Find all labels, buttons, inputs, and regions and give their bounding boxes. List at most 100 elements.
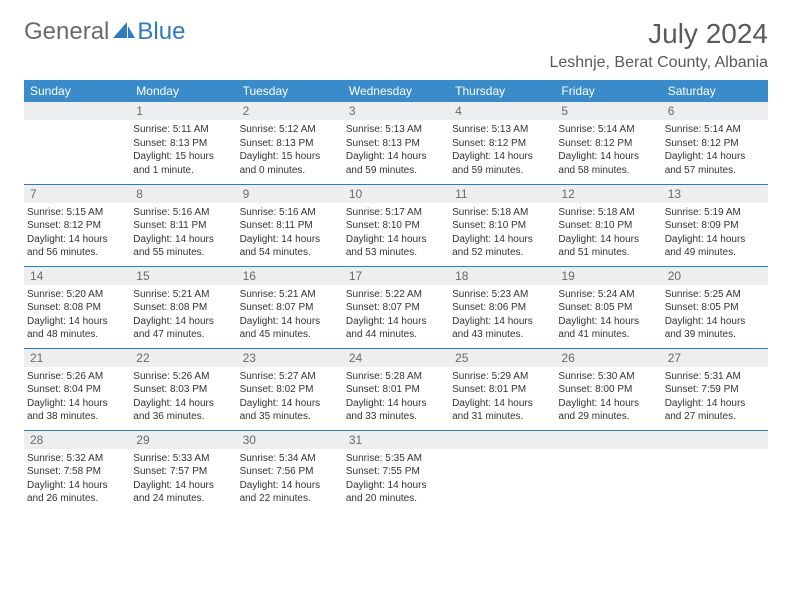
calendar-cell: 28Sunrise: 5:32 AMSunset: 7:58 PMDayligh… bbox=[24, 430, 130, 512]
calendar-cell: 26Sunrise: 5:30 AMSunset: 8:00 PMDayligh… bbox=[555, 348, 661, 430]
sunset-text: Sunset: 8:10 PM bbox=[346, 219, 445, 233]
sunrise-text: Sunrise: 5:33 AM bbox=[133, 452, 232, 466]
sunset-text: Sunset: 7:59 PM bbox=[665, 383, 764, 397]
header: General Blue July 2024 Leshnje, Berat Co… bbox=[24, 18, 768, 72]
daylight-text: Daylight: 14 hours and 39 minutes. bbox=[665, 315, 764, 342]
day-number: 13 bbox=[662, 185, 768, 203]
sunrise-text: Sunrise: 5:21 AM bbox=[240, 288, 339, 302]
calendar-cell: 31Sunrise: 5:35 AMSunset: 7:55 PMDayligh… bbox=[343, 430, 449, 512]
day-details: Sunrise: 5:23 AMSunset: 8:06 PMDaylight:… bbox=[449, 285, 555, 345]
day-details: Sunrise: 5:34 AMSunset: 7:56 PMDaylight:… bbox=[237, 449, 343, 509]
day-number: 30 bbox=[237, 431, 343, 449]
title-block: July 2024 Leshnje, Berat County, Albania bbox=[549, 18, 768, 72]
calendar-table: Sunday Monday Tuesday Wednesday Thursday… bbox=[24, 80, 768, 512]
calendar-row: 14Sunrise: 5:20 AMSunset: 8:08 PMDayligh… bbox=[24, 266, 768, 348]
day-number: 12 bbox=[555, 185, 661, 203]
sunset-text: Sunset: 7:57 PM bbox=[133, 465, 232, 479]
sunset-text: Sunset: 8:03 PM bbox=[133, 383, 232, 397]
day-details: Sunrise: 5:19 AMSunset: 8:09 PMDaylight:… bbox=[662, 203, 768, 263]
calendar-cell: 12Sunrise: 5:18 AMSunset: 8:10 PMDayligh… bbox=[555, 184, 661, 266]
day-number: 31 bbox=[343, 431, 449, 449]
day-details: Sunrise: 5:28 AMSunset: 8:01 PMDaylight:… bbox=[343, 367, 449, 427]
day-details: Sunrise: 5:14 AMSunset: 8:12 PMDaylight:… bbox=[662, 120, 768, 180]
sunrise-text: Sunrise: 5:26 AM bbox=[133, 370, 232, 384]
sunrise-text: Sunrise: 5:16 AM bbox=[133, 206, 232, 220]
day-details: Sunrise: 5:17 AMSunset: 8:10 PMDaylight:… bbox=[343, 203, 449, 263]
calendar-cell: 16Sunrise: 5:21 AMSunset: 8:07 PMDayligh… bbox=[237, 266, 343, 348]
sunrise-text: Sunrise: 5:14 AM bbox=[665, 123, 764, 137]
sunset-text: Sunset: 8:12 PM bbox=[665, 137, 764, 151]
day-number: 7 bbox=[24, 185, 130, 203]
calendar-cell: 25Sunrise: 5:29 AMSunset: 8:01 PMDayligh… bbox=[449, 348, 555, 430]
day-number: 21 bbox=[24, 349, 130, 367]
daylight-text: Daylight: 14 hours and 35 minutes. bbox=[240, 397, 339, 424]
sunset-text: Sunset: 8:04 PM bbox=[27, 383, 126, 397]
sunrise-text: Sunrise: 5:15 AM bbox=[27, 206, 126, 220]
day-details: Sunrise: 5:31 AMSunset: 7:59 PMDaylight:… bbox=[662, 367, 768, 427]
calendar-cell bbox=[555, 430, 661, 512]
daylight-text: Daylight: 14 hours and 36 minutes. bbox=[133, 397, 232, 424]
day-number-empty bbox=[662, 431, 768, 449]
day-details: Sunrise: 5:15 AMSunset: 8:12 PMDaylight:… bbox=[24, 203, 130, 263]
sunset-text: Sunset: 8:12 PM bbox=[558, 137, 657, 151]
calendar-cell: 10Sunrise: 5:17 AMSunset: 8:10 PMDayligh… bbox=[343, 184, 449, 266]
daylight-text: Daylight: 14 hours and 55 minutes. bbox=[133, 233, 232, 260]
daylight-text: Daylight: 14 hours and 38 minutes. bbox=[27, 397, 126, 424]
sunrise-text: Sunrise: 5:28 AM bbox=[346, 370, 445, 384]
day-details: Sunrise: 5:11 AMSunset: 8:13 PMDaylight:… bbox=[130, 120, 236, 180]
calendar-cell: 15Sunrise: 5:21 AMSunset: 8:08 PMDayligh… bbox=[130, 266, 236, 348]
day-details: Sunrise: 5:13 AMSunset: 8:12 PMDaylight:… bbox=[449, 120, 555, 180]
calendar-cell: 11Sunrise: 5:18 AMSunset: 8:10 PMDayligh… bbox=[449, 184, 555, 266]
day-details: Sunrise: 5:20 AMSunset: 8:08 PMDaylight:… bbox=[24, 285, 130, 345]
day-number: 2 bbox=[237, 102, 343, 120]
calendar-cell: 24Sunrise: 5:28 AMSunset: 8:01 PMDayligh… bbox=[343, 348, 449, 430]
day-details: Sunrise: 5:24 AMSunset: 8:05 PMDaylight:… bbox=[555, 285, 661, 345]
day-number: 26 bbox=[555, 349, 661, 367]
calendar-cell: 14Sunrise: 5:20 AMSunset: 8:08 PMDayligh… bbox=[24, 266, 130, 348]
sunrise-text: Sunrise: 5:11 AM bbox=[133, 123, 232, 137]
calendar-cell: 18Sunrise: 5:23 AMSunset: 8:06 PMDayligh… bbox=[449, 266, 555, 348]
sunrise-text: Sunrise: 5:22 AM bbox=[346, 288, 445, 302]
daylight-text: Daylight: 14 hours and 31 minutes. bbox=[452, 397, 551, 424]
day-details: Sunrise: 5:18 AMSunset: 8:10 PMDaylight:… bbox=[555, 203, 661, 263]
day-number-empty bbox=[24, 102, 130, 120]
sunset-text: Sunset: 8:13 PM bbox=[346, 137, 445, 151]
sunset-text: Sunset: 8:02 PM bbox=[240, 383, 339, 397]
sunrise-text: Sunrise: 5:27 AM bbox=[240, 370, 339, 384]
sunset-text: Sunset: 8:13 PM bbox=[240, 137, 339, 151]
sunset-text: Sunset: 8:12 PM bbox=[452, 137, 551, 151]
calendar-cell: 30Sunrise: 5:34 AMSunset: 7:56 PMDayligh… bbox=[237, 430, 343, 512]
calendar-cell: 3Sunrise: 5:13 AMSunset: 8:13 PMDaylight… bbox=[343, 102, 449, 184]
day-number: 16 bbox=[237, 267, 343, 285]
daylight-text: Daylight: 14 hours and 48 minutes. bbox=[27, 315, 126, 342]
day-details: Sunrise: 5:12 AMSunset: 8:13 PMDaylight:… bbox=[237, 120, 343, 180]
day-number: 20 bbox=[662, 267, 768, 285]
calendar-row: 28Sunrise: 5:32 AMSunset: 7:58 PMDayligh… bbox=[24, 430, 768, 512]
calendar-cell: 13Sunrise: 5:19 AMSunset: 8:09 PMDayligh… bbox=[662, 184, 768, 266]
day-number: 27 bbox=[662, 349, 768, 367]
day-details: Sunrise: 5:16 AMSunset: 8:11 PMDaylight:… bbox=[130, 203, 236, 263]
daylight-text: Daylight: 14 hours and 52 minutes. bbox=[452, 233, 551, 260]
sunset-text: Sunset: 8:05 PM bbox=[665, 301, 764, 315]
sunset-text: Sunset: 7:55 PM bbox=[346, 465, 445, 479]
day-header: Saturday bbox=[662, 80, 768, 102]
sunrise-text: Sunrise: 5:34 AM bbox=[240, 452, 339, 466]
sunset-text: Sunset: 8:07 PM bbox=[240, 301, 339, 315]
sunset-text: Sunset: 8:07 PM bbox=[346, 301, 445, 315]
calendar-cell: 4Sunrise: 5:13 AMSunset: 8:12 PMDaylight… bbox=[449, 102, 555, 184]
day-number: 14 bbox=[24, 267, 130, 285]
daylight-text: Daylight: 14 hours and 49 minutes. bbox=[665, 233, 764, 260]
day-details: Sunrise: 5:22 AMSunset: 8:07 PMDaylight:… bbox=[343, 285, 449, 345]
day-number: 29 bbox=[130, 431, 236, 449]
day-number-empty bbox=[555, 431, 661, 449]
sunrise-text: Sunrise: 5:30 AM bbox=[558, 370, 657, 384]
sunrise-text: Sunrise: 5:20 AM bbox=[27, 288, 126, 302]
day-details: Sunrise: 5:33 AMSunset: 7:57 PMDaylight:… bbox=[130, 449, 236, 509]
day-details: Sunrise: 5:21 AMSunset: 8:08 PMDaylight:… bbox=[130, 285, 236, 345]
day-details: Sunrise: 5:35 AMSunset: 7:55 PMDaylight:… bbox=[343, 449, 449, 509]
calendar-cell: 6Sunrise: 5:14 AMSunset: 8:12 PMDaylight… bbox=[662, 102, 768, 184]
day-details: Sunrise: 5:26 AMSunset: 8:04 PMDaylight:… bbox=[24, 367, 130, 427]
sunset-text: Sunset: 7:56 PM bbox=[240, 465, 339, 479]
logo-text-blue: Blue bbox=[137, 18, 185, 46]
sunset-text: Sunset: 8:11 PM bbox=[133, 219, 232, 233]
